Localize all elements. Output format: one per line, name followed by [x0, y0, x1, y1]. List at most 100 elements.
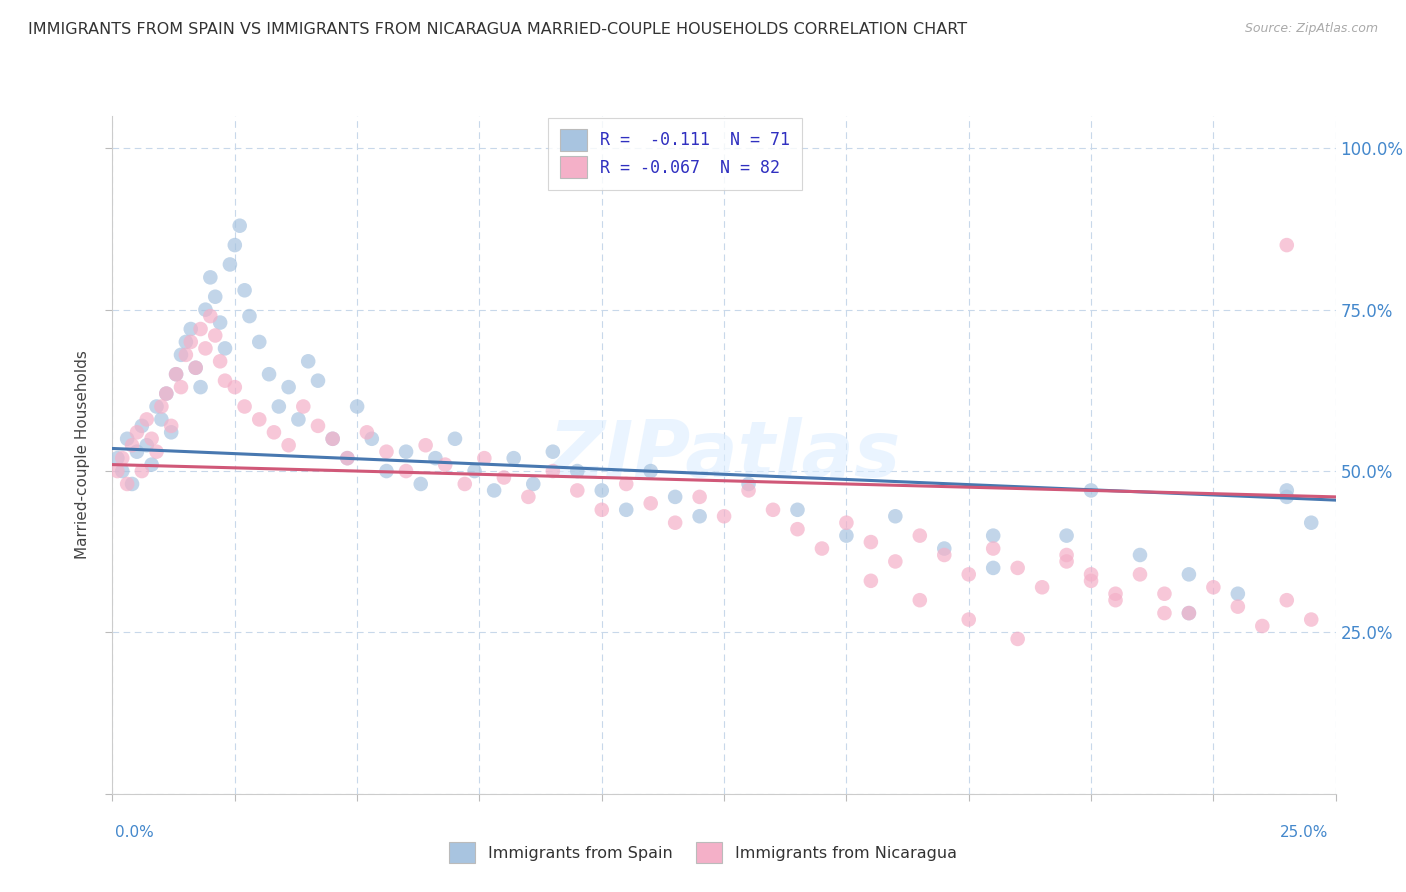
- Point: [762, 503, 785, 517]
- Point: [287, 412, 309, 426]
- Point: [835, 516, 858, 530]
- Point: [1080, 567, 1102, 582]
- Point: [105, 451, 128, 466]
- Point: [307, 374, 329, 388]
- Point: [346, 400, 368, 414]
- Point: [884, 509, 907, 524]
- Point: [472, 451, 495, 466]
- Point: [145, 400, 167, 414]
- Point: [204, 328, 226, 343]
- Point: [1056, 554, 1078, 568]
- Point: [150, 412, 173, 426]
- Point: [786, 522, 808, 536]
- Point: [180, 334, 202, 349]
- Point: [859, 535, 882, 549]
- Point: [395, 444, 418, 458]
- Text: ZIPatlas: ZIPatlas: [548, 417, 900, 493]
- Point: [155, 386, 177, 401]
- Point: [190, 380, 212, 394]
- Point: [1153, 606, 1175, 620]
- Point: [434, 458, 457, 472]
- Point: [1129, 548, 1152, 562]
- Point: [200, 270, 222, 285]
- Point: [640, 496, 662, 510]
- Point: [835, 528, 858, 542]
- Point: [454, 477, 477, 491]
- Point: [1275, 483, 1298, 498]
- Point: [1153, 587, 1175, 601]
- Point: [174, 334, 197, 349]
- Point: [395, 464, 418, 478]
- Point: [263, 425, 285, 440]
- Point: [664, 490, 686, 504]
- Point: [1178, 606, 1201, 620]
- Point: [1178, 567, 1201, 582]
- Point: [934, 541, 956, 556]
- Point: [194, 342, 217, 356]
- Point: [541, 444, 564, 458]
- Point: [160, 418, 183, 433]
- Point: [1129, 567, 1152, 582]
- Point: [908, 593, 931, 607]
- Point: [1301, 613, 1323, 627]
- Point: [336, 451, 359, 466]
- Point: [884, 554, 907, 568]
- Point: [174, 348, 197, 362]
- Legend: R =  -0.111  N = 71, R = -0.067  N = 82: R = -0.111 N = 71, R = -0.067 N = 82: [548, 118, 801, 189]
- Point: [981, 561, 1004, 575]
- Point: [360, 432, 382, 446]
- Text: IMMIGRANTS FROM SPAIN VS IMMIGRANTS FROM NICARAGUA MARRIED-COUPLE HOUSEHOLDS COR: IMMIGRANTS FROM SPAIN VS IMMIGRANTS FROM…: [28, 22, 967, 37]
- Point: [180, 322, 202, 336]
- Point: [224, 380, 246, 394]
- Point: [567, 464, 589, 478]
- Point: [1226, 599, 1249, 614]
- Point: [517, 490, 540, 504]
- Point: [1031, 580, 1053, 594]
- Point: [737, 483, 759, 498]
- Point: [247, 334, 270, 349]
- Point: [277, 380, 299, 394]
- Point: [219, 257, 242, 271]
- Point: [957, 613, 980, 627]
- Legend: Immigrants from Spain, Immigrants from Nicaragua: Immigrants from Spain, Immigrants from N…: [441, 834, 965, 871]
- Point: [209, 316, 232, 330]
- Point: [322, 432, 344, 446]
- Point: [150, 400, 173, 414]
- Point: [194, 302, 217, 317]
- Point: [233, 400, 256, 414]
- Point: [689, 490, 711, 504]
- Point: [184, 360, 207, 375]
- Point: [811, 541, 834, 556]
- Point: [713, 509, 735, 524]
- Point: [640, 464, 662, 478]
- Point: [105, 464, 128, 478]
- Text: 25.0%: 25.0%: [1281, 825, 1329, 840]
- Point: [1104, 593, 1126, 607]
- Point: [111, 464, 134, 478]
- Point: [425, 451, 447, 466]
- Point: [1275, 238, 1298, 252]
- Point: [502, 451, 524, 466]
- Point: [591, 483, 613, 498]
- Point: [125, 425, 148, 440]
- Point: [125, 444, 148, 458]
- Point: [567, 483, 589, 498]
- Point: [1301, 516, 1323, 530]
- Point: [224, 238, 246, 252]
- Point: [1007, 561, 1029, 575]
- Point: [375, 444, 398, 458]
- Point: [190, 322, 212, 336]
- Point: [591, 503, 613, 517]
- Point: [238, 309, 260, 323]
- Text: Source: ZipAtlas.com: Source: ZipAtlas.com: [1244, 22, 1378, 36]
- Point: [981, 541, 1004, 556]
- Point: [1007, 632, 1029, 646]
- Point: [1226, 587, 1249, 601]
- Point: [614, 477, 637, 491]
- Point: [214, 342, 236, 356]
- Point: [737, 477, 759, 491]
- Point: [957, 567, 980, 582]
- Point: [233, 283, 256, 297]
- Point: [614, 503, 637, 517]
- Point: [322, 432, 344, 446]
